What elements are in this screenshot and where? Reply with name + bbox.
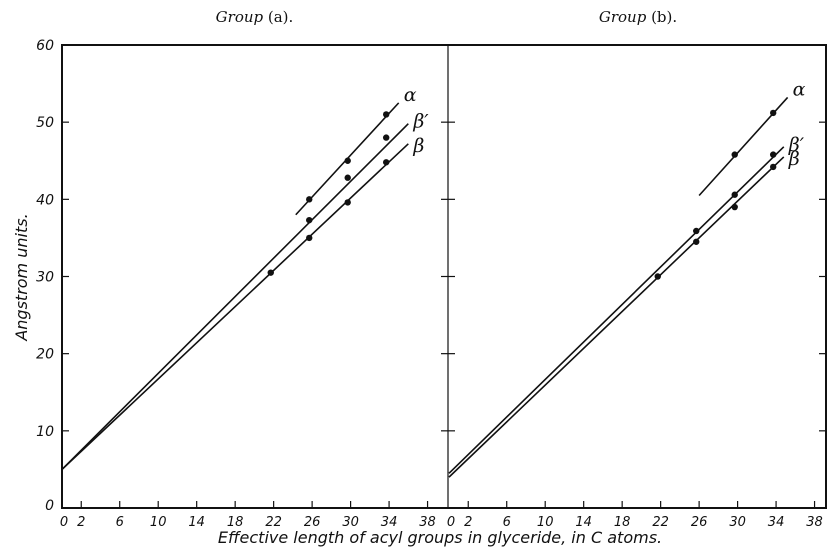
x-tick-label: 26 bbox=[691, 515, 708, 530]
x-tick-label: 22 bbox=[652, 515, 669, 530]
data-point bbox=[693, 227, 700, 235]
x-tick-label: 14 bbox=[188, 515, 205, 530]
series-line bbox=[448, 156, 785, 478]
x-tick-label: 10 bbox=[537, 515, 554, 530]
data-point bbox=[306, 196, 313, 203]
x-axis-title: Effective length of acyl groups in glyce… bbox=[218, 528, 662, 547]
y-axis-title: Angstrom units. bbox=[12, 213, 31, 341]
x-tick-label: 38 bbox=[419, 515, 436, 530]
series-label: β′ bbox=[412, 111, 429, 133]
x-tick-label: 30 bbox=[729, 515, 746, 530]
y-tick-label: 40 bbox=[36, 192, 54, 208]
x-tick-label: 38 bbox=[806, 515, 823, 530]
panel-title: Group (a). bbox=[216, 8, 294, 26]
series-label: β bbox=[788, 148, 800, 170]
data-point bbox=[769, 109, 777, 117]
data-point bbox=[731, 203, 738, 211]
y-tick-label: 20 bbox=[36, 347, 54, 363]
series-line bbox=[448, 146, 785, 474]
data-point bbox=[344, 174, 351, 181]
series-label: α bbox=[793, 78, 806, 100]
x-tick-label: 18 bbox=[614, 515, 631, 530]
x-tick-label: 34 bbox=[768, 515, 785, 530]
x-tick-label: 2 bbox=[77, 515, 85, 530]
x-tick-label: 18 bbox=[227, 515, 244, 530]
series-line bbox=[61, 143, 409, 470]
data-point bbox=[382, 134, 390, 141]
y-tick-label: 50 bbox=[36, 115, 54, 131]
data-point bbox=[344, 199, 351, 206]
x-tick-label: 26 bbox=[304, 515, 321, 530]
data-point bbox=[769, 151, 777, 158]
series-label: β′ bbox=[788, 134, 805, 156]
data-point bbox=[306, 216, 313, 224]
data-point bbox=[344, 157, 351, 164]
data-point bbox=[769, 163, 777, 171]
data-point bbox=[693, 238, 700, 245]
y-tick-label: 30 bbox=[36, 270, 54, 286]
x-tick-label: 14 bbox=[575, 515, 592, 530]
x-tick-label: 22 bbox=[265, 515, 282, 530]
x-tick-label: 0 bbox=[60, 515, 68, 530]
x-tick-label: 0 bbox=[447, 515, 455, 530]
panel-title: Group (b). bbox=[599, 8, 677, 26]
x-tick-label: 6 bbox=[116, 515, 124, 530]
x-tick-label: 6 bbox=[503, 515, 511, 530]
data-point bbox=[306, 234, 313, 242]
series-label: α bbox=[404, 84, 417, 106]
data-point bbox=[382, 111, 390, 118]
data-point bbox=[731, 151, 738, 158]
y-tick-label: 0 bbox=[45, 498, 54, 514]
data-point bbox=[382, 159, 390, 166]
series-line bbox=[61, 123, 409, 470]
x-tick-label: 30 bbox=[342, 515, 359, 530]
x-tick-label: 34 bbox=[381, 515, 398, 530]
x-tick-label: 2 bbox=[464, 515, 472, 530]
data-point bbox=[731, 191, 738, 198]
y-tick-label: 10 bbox=[36, 424, 54, 440]
series-label: β bbox=[412, 135, 424, 157]
y-tick-label: 60 bbox=[36, 38, 54, 54]
x-tick-label: 10 bbox=[150, 515, 167, 530]
